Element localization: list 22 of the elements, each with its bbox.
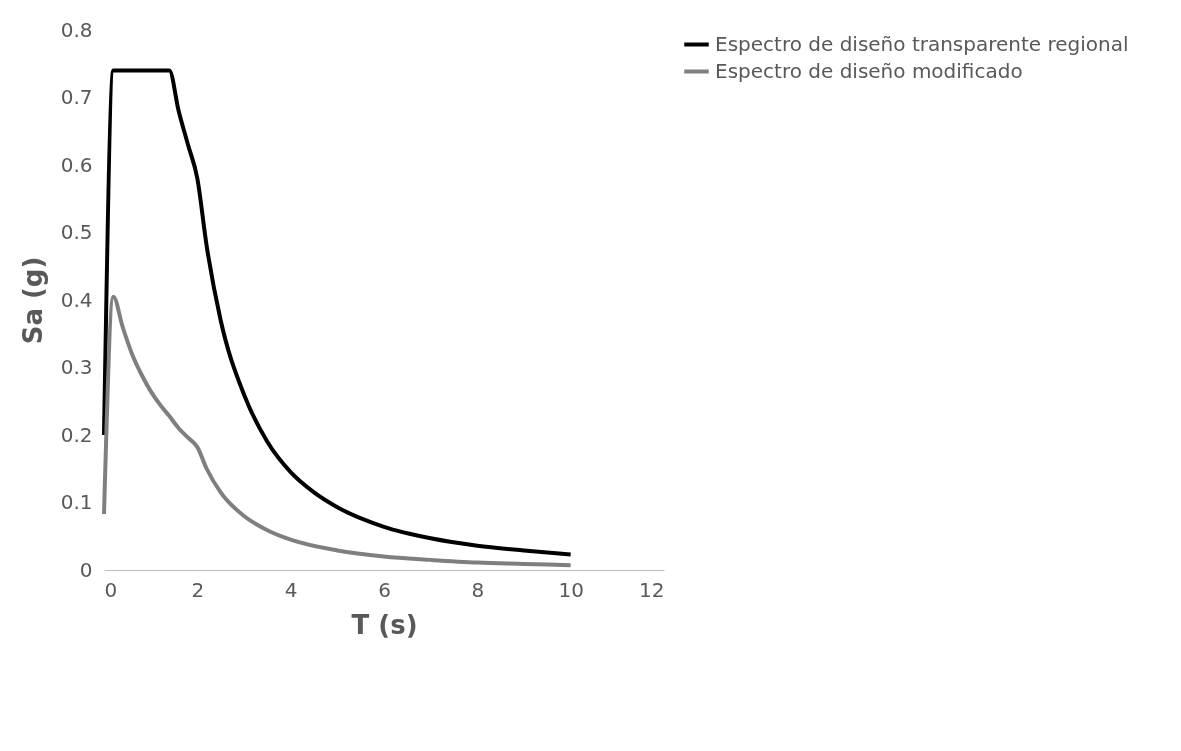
y-tick-label: 0.5 [60, 220, 93, 244]
x-tick-label: 12 [639, 577, 665, 602]
x-tick-label: 6 [378, 577, 391, 602]
y-tick-label: 0 [79, 557, 93, 582]
y-tick-label: 0.1 [60, 490, 93, 514]
x-tick-label: 8 [471, 577, 485, 602]
x-tick-label: 10 [558, 577, 584, 602]
x-tick-label: 4 [284, 577, 298, 602]
y-tick-label: 0.7 [60, 85, 93, 109]
x-tick-label: 2 [191, 577, 205, 602]
y-axis-title: Sa (g) [17, 256, 48, 345]
y-tick-label: 0.8 [60, 17, 93, 42]
x-axis-title: T (s) [351, 609, 418, 640]
y-tick-label: 0.6 [60, 152, 93, 177]
x-tick-label: 0 [104, 577, 118, 602]
line-series [102, 68, 573, 557]
legend-label: Espectro de diseño transparente regional [715, 31, 1129, 56]
y-tick-label: 0.4 [60, 287, 93, 312]
y-tick-label: 0.2 [60, 422, 93, 447]
legend-label: Espectro de diseño modificado [715, 58, 1023, 83]
line-series [102, 294, 573, 568]
y-tick-label: 0.3 [60, 355, 93, 379]
